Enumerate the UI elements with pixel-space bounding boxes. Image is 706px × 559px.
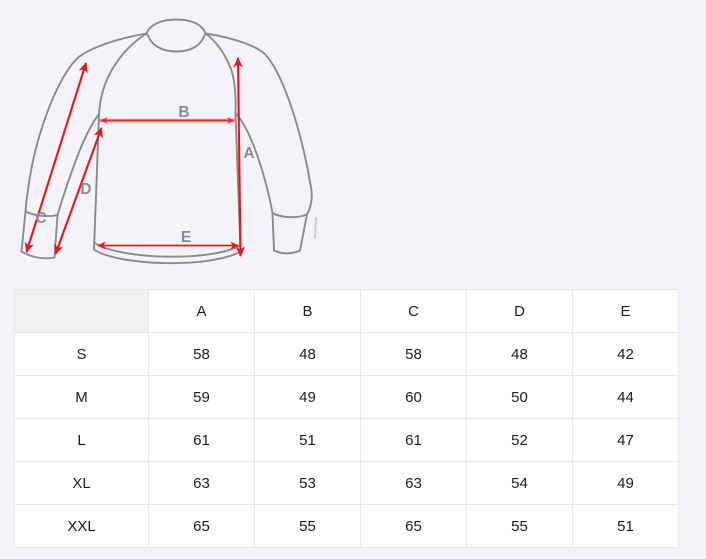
size-table-container: A B C D E S 58 48 58 48 42 M 5: [14, 289, 679, 548]
table-row: L 61 51 61 52 47: [14, 418, 679, 462]
cell-l-d: 52: [466, 418, 573, 462]
measure-label-c: C: [35, 210, 46, 227]
column-header-e: E: [572, 289, 679, 333]
right-sleeve-inner-line: [234, 112, 274, 214]
cell-s-d: 48: [466, 332, 573, 376]
cell-xl-e: 49: [572, 461, 679, 505]
cell-xl-a: 63: [148, 461, 255, 505]
size-chart-table: A B C D E S 58 48 58 48 42 M 5: [14, 289, 679, 548]
left-shoulder-top-line: [78, 32, 148, 58]
right-sleeve-outer-lower-line: [306, 186, 313, 216]
row-size-label: S: [14, 332, 149, 376]
sweatshirt-measurement-diagram: B A D C E: [20, 18, 317, 265]
cell-l-a: 61: [148, 418, 255, 462]
size-table-body: S 58 48 58 48 42 M 59 49 60 50 44 L: [14, 332, 679, 548]
right-sleeve-outer-line: [261, 51, 312, 189]
row-size-label: XXL: [14, 504, 149, 548]
left-raglan-seam-line: [98, 32, 148, 115]
column-header-b: B: [254, 289, 361, 333]
cell-xl-d: 54: [466, 461, 573, 505]
left-cuff-outer-line: [20, 210, 27, 253]
neckline-outer-line: [145, 18, 207, 35]
left-sleeve-inner-line: [56, 113, 100, 216]
measure-label-b: B: [178, 104, 189, 121]
cell-s-c: 58: [360, 332, 467, 376]
cell-m-a: 59: [148, 375, 255, 419]
cell-xxl-b: 55: [254, 504, 361, 548]
column-header-a: A: [148, 289, 255, 333]
neckline-inner-line: [147, 35, 205, 53]
cell-m-e: 44: [572, 375, 679, 419]
right-cuff-side-mark: [314, 217, 317, 239]
table-row: M 59 49 60 50 44: [14, 375, 679, 419]
cell-xxl-a: 65: [148, 504, 255, 548]
cell-m-d: 50: [466, 375, 573, 419]
cell-s-b: 48: [254, 332, 361, 376]
table-header-row: A B C D E: [14, 289, 679, 333]
cell-xl-c: 63: [360, 461, 467, 505]
right-cuff-bottom-line: [273, 249, 301, 255]
measure-label-a: A: [243, 145, 254, 162]
row-size-label: L: [14, 418, 149, 462]
cell-l-c: 61: [360, 418, 467, 462]
cell-xxl-c: 65: [360, 504, 467, 548]
measurement-labels: B A D C E: [35, 104, 254, 246]
cell-s-e: 42: [572, 332, 679, 376]
right-shoulder-top-line: [204, 32, 264, 53]
table-row: XL 63 53 63 54 49: [14, 461, 679, 505]
cell-m-b: 49: [254, 375, 361, 419]
measure-label-d: D: [80, 181, 91, 198]
cell-l-b: 51: [254, 418, 361, 462]
column-header-c: C: [360, 289, 467, 333]
garment-diagram-area: B A D C E: [20, 18, 317, 265]
right-raglan-seam-line: [204, 32, 237, 114]
table-row: XXL 65 55 65 55 51: [14, 504, 679, 548]
left-sleeve-outer-line: [24, 55, 81, 213]
measure-arrow-d: [54, 127, 103, 255]
row-size-label: M: [14, 375, 149, 419]
table-row: S 58 48 58 48 42: [14, 332, 679, 376]
left-cuff-bottom-line: [20, 250, 56, 260]
size-table-head: A B C D E: [14, 289, 679, 333]
column-header-d: D: [466, 289, 573, 333]
right-cuff-seam-line: [271, 212, 308, 219]
row-size-label: XL: [14, 461, 149, 505]
cell-xl-b: 53: [254, 461, 361, 505]
measure-arrow-a: [233, 57, 246, 257]
body-hem-line: [93, 248, 242, 265]
cell-m-c: 60: [360, 375, 467, 419]
measure-label-e: E: [181, 229, 191, 246]
cell-xxl-e: 51: [572, 504, 679, 548]
cell-l-e: 47: [572, 418, 679, 462]
measurement-arrows: [24, 57, 246, 257]
cell-s-a: 58: [148, 332, 255, 376]
table-corner-cell: [14, 289, 149, 333]
cell-xxl-d: 55: [466, 504, 573, 548]
right-cuff-right-line: [299, 213, 308, 252]
right-cuff-left-line: [271, 212, 275, 252]
